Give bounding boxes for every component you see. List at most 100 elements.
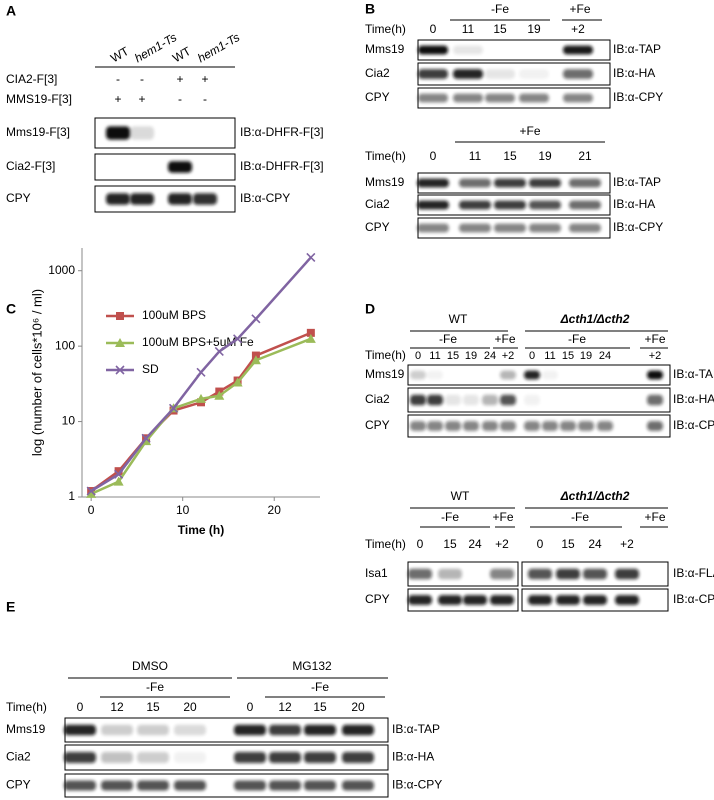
legend-label: SD: [142, 362, 159, 376]
panel-label: A: [6, 3, 16, 19]
lane-label: WT: [108, 44, 132, 66]
band: [463, 421, 479, 431]
blot-frame: [94, 117, 236, 149]
time-tick: 24: [599, 350, 611, 362]
time-label: Time(h): [365, 22, 406, 36]
time-tick: 0: [77, 700, 84, 714]
row-label: Cia2: [365, 197, 390, 211]
antibody-label: IB:α-TAP: [392, 722, 440, 736]
band: [342, 724, 374, 736]
data-point: [251, 314, 261, 324]
antibody-label: IB:α-CPY: [392, 778, 442, 792]
band: [563, 45, 593, 55]
row-label: Isa1: [365, 566, 388, 580]
band: [64, 752, 96, 763]
band: [490, 568, 514, 580]
data-point: [86, 488, 97, 498]
time-tick: 15: [313, 700, 327, 714]
band: [269, 780, 301, 791]
x-tick-label: 10: [176, 503, 190, 517]
blot-frame: [521, 561, 669, 587]
data-point: [196, 393, 206, 403]
time-tick: 15: [447, 350, 459, 362]
antibody-label: IB:α-FLAG: [673, 566, 714, 580]
band: [410, 370, 426, 380]
data-point: [86, 486, 96, 496]
antibody-label: IB:α-CPY: [613, 220, 663, 234]
band: [174, 724, 206, 736]
blot-frame: [407, 387, 671, 413]
group-label: -Fe: [439, 332, 457, 346]
antibody-label: IB:α-DHFR-F[3]: [240, 125, 324, 139]
band: [417, 223, 449, 233]
band: [174, 780, 206, 791]
band: [453, 45, 483, 55]
time-tick: 0: [415, 350, 421, 362]
band: [445, 394, 461, 406]
blot-frame: [94, 153, 236, 181]
antibody-label: IB:α-CPY: [673, 418, 714, 432]
antibody-label: IB:α-HA: [613, 197, 655, 211]
band: [583, 595, 607, 605]
time-tick: 15: [443, 537, 457, 551]
row-label: Cia2: [6, 750, 31, 764]
band: [615, 568, 639, 580]
data-point: [306, 328, 315, 337]
time-tick: 11: [469, 149, 482, 163]
series-line: [90, 256, 312, 493]
time-tick: 15: [562, 350, 574, 362]
band: [494, 178, 526, 188]
group-label: -Fe: [491, 2, 509, 16]
treatment-label: DMSO: [132, 659, 168, 673]
row-label: Mms19: [365, 42, 405, 56]
band: [485, 69, 515, 79]
band: [101, 724, 133, 736]
band: [647, 370, 663, 380]
time-tick: 12: [110, 700, 124, 714]
group-label: +Fe: [569, 2, 590, 16]
band: [463, 394, 479, 406]
band: [168, 161, 192, 173]
band: [304, 724, 336, 736]
row-label: CPY: [365, 90, 390, 104]
band: [410, 421, 426, 431]
band: [417, 178, 449, 188]
row-label: Mms19-F[3]: [6, 125, 70, 139]
time-tick: +2: [495, 537, 509, 551]
sign: -: [140, 72, 144, 86]
data-point: [141, 433, 151, 443]
legend-marker: [115, 338, 125, 347]
data-point: [113, 476, 124, 486]
band: [494, 200, 526, 210]
row-label: Mms19: [365, 175, 405, 189]
group-label: +Fe: [494, 332, 515, 346]
band: [101, 780, 133, 791]
blot-frame: [407, 414, 671, 438]
antibody-label: IB:α-TAP: [673, 367, 714, 381]
band: [519, 93, 549, 103]
y-axis-label: log (number of cells*10⁶ / ml): [29, 289, 44, 456]
time-tick: 0: [247, 700, 254, 714]
band: [418, 69, 448, 79]
time-label: Time(h): [365, 149, 406, 163]
row-label: Cia2-F[3]: [6, 159, 55, 173]
y-tick-label: 1000: [48, 263, 75, 277]
data-point: [305, 333, 316, 343]
data-point: [196, 367, 206, 377]
band: [342, 780, 374, 791]
band: [459, 223, 491, 233]
y-tick-label: 100: [55, 338, 75, 352]
time-tick: 20: [351, 700, 365, 714]
legend-marker: [115, 365, 125, 375]
band: [647, 421, 663, 431]
row-label: Mms19: [365, 367, 405, 381]
row-label: Cia2: [365, 392, 390, 406]
band: [494, 223, 526, 233]
band: [427, 394, 443, 406]
band: [524, 370, 540, 380]
legend-label: 100uM BPS: [142, 308, 206, 322]
time-label: Time(h): [365, 537, 406, 551]
band: [130, 193, 154, 205]
band: [556, 595, 580, 605]
